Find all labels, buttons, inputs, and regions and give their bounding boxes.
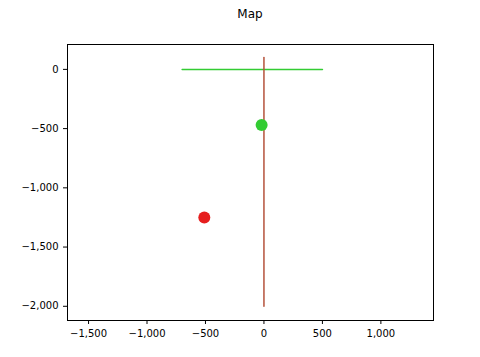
svg-text:−500: −500 bbox=[31, 123, 58, 134]
svg-text:−1,500: −1,500 bbox=[70, 328, 107, 339]
svg-text:0: 0 bbox=[261, 328, 267, 339]
svg-text:−2,000: −2,000 bbox=[21, 300, 58, 311]
svg-text:−1,500: −1,500 bbox=[21, 241, 58, 252]
html-text:Map: Map bbox=[237, 7, 263, 21]
svg-text:0: 0 bbox=[52, 64, 58, 75]
svg-text:−1,000: −1,000 bbox=[129, 328, 166, 339]
svg-text:1,000: 1,000 bbox=[367, 328, 396, 339]
svg-text:−1,000: −1,000 bbox=[21, 182, 58, 193]
svg-text:500: 500 bbox=[313, 328, 332, 339]
svg-text:−500: −500 bbox=[192, 328, 219, 339]
